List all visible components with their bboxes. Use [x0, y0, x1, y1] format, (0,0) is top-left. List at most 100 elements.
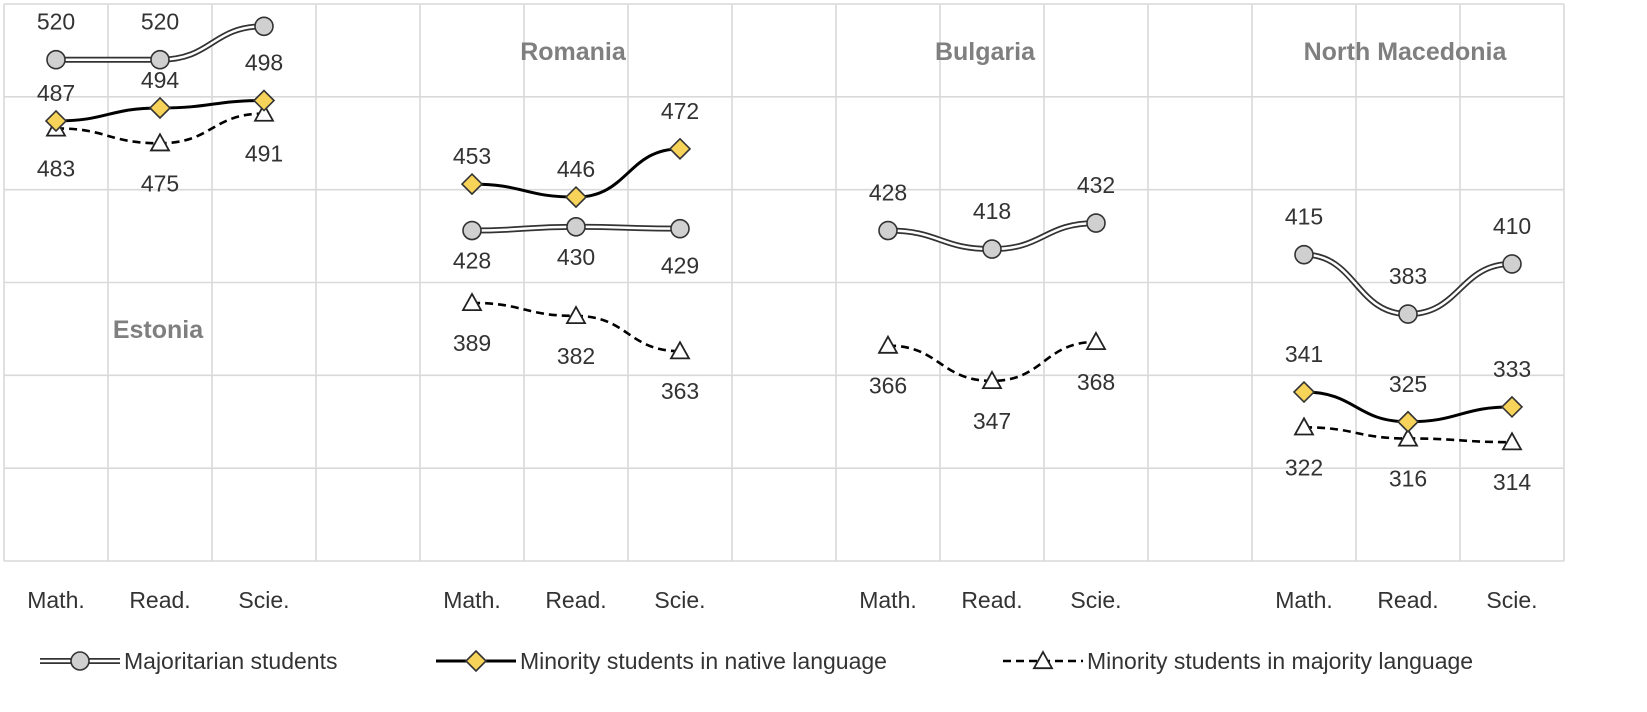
data-label: 366	[869, 373, 907, 399]
data-label: 472	[661, 98, 699, 124]
data-label: 429	[661, 253, 699, 279]
circle-marker	[254, 16, 274, 37]
data-label: 341	[1285, 341, 1323, 367]
triangle-marker	[149, 132, 171, 152]
data-label: 498	[245, 50, 283, 76]
panel-romania: Romania 389 382 363 453 446 472 428 430 429 Math. R…	[443, 38, 705, 613]
circle-marker	[1398, 304, 1418, 324]
data-label: 314	[1493, 469, 1532, 495]
triangle-marker	[1501, 431, 1523, 451]
legend-item-majoritarian: Majoritarian students	[40, 648, 338, 674]
x-tick-label: Scie.	[654, 587, 705, 613]
data-label: 494	[141, 67, 180, 93]
x-tick-label: Math.	[859, 587, 917, 613]
triangle-marker	[253, 102, 275, 122]
x-tick-label: Scie.	[1486, 587, 1537, 613]
x-tick-label: Math.	[1275, 587, 1333, 613]
circle-marker	[70, 651, 90, 671]
series-majority-language: 366 347 368	[869, 331, 1115, 434]
triangle-marker	[877, 334, 899, 354]
diamond-marker	[460, 172, 484, 196]
x-tick-label: Read.	[1377, 587, 1438, 613]
data-label: 491	[245, 141, 283, 167]
circle-marker	[46, 49, 66, 70]
data-label: 418	[973, 198, 1011, 224]
legend-item-native-language: Minority students in native language	[436, 648, 887, 674]
circle-marker	[1502, 254, 1522, 274]
legend-label: Majoritarian students	[124, 648, 338, 674]
panel-estonia: Estonia 483 475 491 487 494 498 520 520 538 Math. R…	[27, 0, 289, 613]
data-label: 520	[141, 9, 179, 35]
data-label: 389	[453, 330, 491, 356]
panel-title: Romania	[520, 38, 627, 66]
data-label: 415	[1285, 204, 1323, 230]
diamond-marker	[1292, 380, 1316, 404]
legend-item-majority-language: Minority students in majority language	[1003, 648, 1473, 674]
series-majority-language: 389 382 363	[453, 292, 699, 404]
series-majoritarian: 520 520 538	[37, 0, 283, 70]
diamond-marker	[252, 89, 276, 112]
diamond-marker	[148, 96, 172, 120]
data-label: 363	[661, 378, 699, 404]
panel-title: North Macedonia	[1304, 38, 1508, 66]
data-label: 428	[869, 180, 907, 206]
data-label: 316	[1389, 465, 1427, 491]
data-label: 483	[37, 155, 75, 181]
series-native-language: 341 325 333	[1285, 341, 1531, 433]
x-tick-label: Math.	[27, 587, 85, 613]
data-label: 538	[245, 0, 283, 1]
circle-marker	[150, 49, 170, 70]
circle-marker	[462, 220, 482, 241]
triangle-marker	[1293, 416, 1315, 436]
data-label: 382	[557, 343, 595, 369]
diamond-marker	[44, 109, 68, 133]
triangle-marker	[565, 305, 587, 325]
circle-marker	[670, 218, 690, 239]
legend: Majoritarian students Minority students i…	[40, 648, 1473, 674]
data-label: 325	[1389, 371, 1427, 397]
x-tick-label: Math.	[443, 587, 501, 613]
grid	[3, 3, 1565, 562]
panel-bulgaria: Bulgaria 366 347 368 428 418 432 Math. Read. Scie…	[859, 38, 1121, 613]
data-label: 475	[141, 170, 179, 196]
data-label: 347	[973, 408, 1011, 434]
panel-title: Estonia	[113, 316, 204, 344]
data-label: 453	[453, 143, 491, 169]
x-tick-label: Read.	[961, 587, 1022, 613]
circle-marker	[982, 239, 1002, 259]
x-tick-label: Scie.	[238, 587, 289, 613]
diamond-marker	[1500, 395, 1524, 419]
data-label: 487	[37, 80, 75, 106]
series-majoritarian: 428 430 429	[453, 217, 699, 279]
x-tick-label: Read.	[545, 587, 606, 613]
legend-label: Minority students in native language	[520, 648, 887, 674]
circle-marker	[1086, 213, 1106, 233]
diamond-marker	[668, 137, 692, 160]
series-majoritarian: 428 418 432	[869, 172, 1115, 259]
circle-marker	[566, 217, 586, 237]
data-label: 410	[1493, 213, 1531, 239]
data-label: 446	[557, 156, 595, 182]
series-native-language: 453 446 472	[453, 98, 699, 209]
triangle-marker	[1032, 650, 1054, 670]
x-tick-label: Scie.	[1070, 587, 1121, 613]
data-label: 520	[37, 9, 75, 35]
series-native-language: 487 494 498	[37, 50, 283, 133]
triangle-marker	[669, 340, 691, 360]
data-label: 368	[1077, 369, 1115, 395]
data-label: 383	[1389, 263, 1427, 289]
data-label: 432	[1077, 172, 1115, 198]
data-label: 322	[1285, 454, 1323, 480]
triangle-marker	[1085, 331, 1107, 351]
series-majority-language: 322 316 314	[1285, 416, 1532, 495]
panel-title: Bulgaria	[935, 38, 1036, 66]
triangle-marker	[461, 292, 483, 312]
circle-marker	[878, 220, 898, 241]
x-tick-label: Read.	[129, 587, 190, 613]
diamond-marker	[464, 649, 488, 673]
triangle-marker	[1397, 427, 1419, 447]
legend-label: Minority students in majority language	[1087, 648, 1473, 674]
data-label: 430	[557, 244, 595, 270]
